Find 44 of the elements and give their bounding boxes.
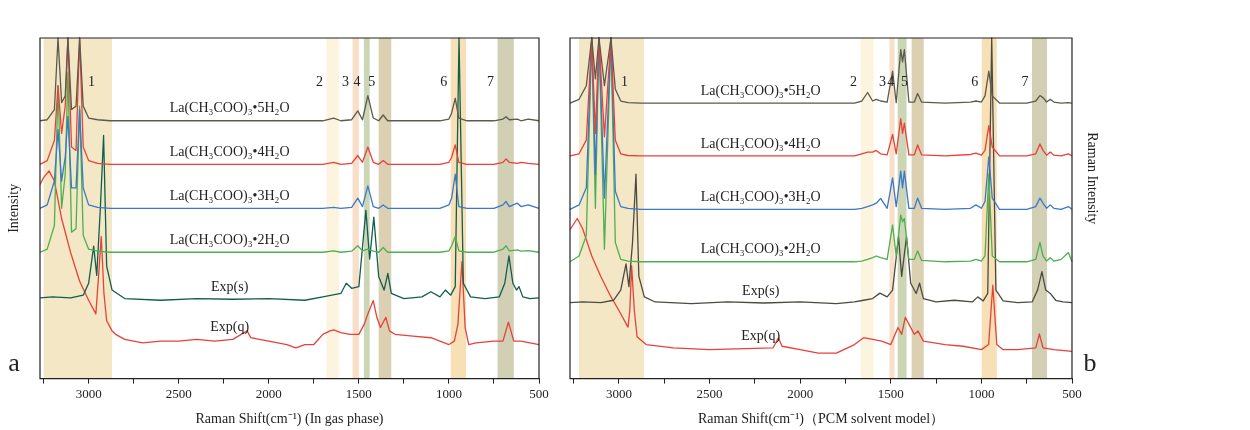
- text: a: [8, 347, 21, 377]
- x-tick-label: 2500: [165, 385, 192, 401]
- series-label: Exp(s): [210, 278, 249, 295]
- x-tick-label: 3000: [605, 385, 632, 401]
- series-label: La(CH₃COO)₃•4H₂O: [169, 144, 290, 161]
- series-label: La(CH₃COO)₃•2H₂O: [700, 241, 821, 258]
- x-tick-label: 2000: [787, 385, 814, 401]
- x-tick-label: 3000: [75, 385, 102, 401]
- x-tick-label: 500: [1062, 385, 1082, 401]
- series-label: La(CH₃COO)₃•3H₂O: [700, 188, 821, 205]
- x-axis-title: Raman Shift(cm⁻¹)（PCM solvent model）: [697, 411, 945, 428]
- series-label: La(CH₃COO)₃•5H₂O: [169, 100, 290, 117]
- band-label: 6: [971, 73, 979, 89]
- y-axis-title: Intensity: [5, 183, 21, 233]
- y2-axis-title: Raman Intensity: [1085, 132, 1101, 225]
- band-label: 3: [342, 73, 350, 89]
- x-tick-label: 500: [529, 385, 549, 401]
- band-label: 3: [879, 73, 886, 89]
- band-label: 6: [440, 73, 448, 89]
- band-label: 7: [487, 73, 495, 89]
- text: b: [1083, 347, 1097, 377]
- x-tick-label: 1500: [345, 385, 372, 401]
- series-label: La(CH₃COO)₃•3H₂O: [169, 187, 290, 204]
- series-label: La(CH₃COO)₃•4H₂O: [700, 135, 821, 152]
- band-label: 4: [887, 73, 895, 89]
- series-label: La(CH₃COO)₃•5H₂O: [700, 82, 821, 99]
- x-axis-title: Raman Shift(cm⁻¹) (In gas phase): [195, 411, 384, 428]
- x-tick-label: 2500: [696, 385, 723, 401]
- band-label: 1: [88, 73, 96, 89]
- band-label: 2: [850, 73, 858, 89]
- band-label: 5: [901, 73, 909, 89]
- series-label: Exp(s): [742, 282, 780, 299]
- series-label: Exp(q): [741, 327, 781, 344]
- band-label: 1: [620, 73, 628, 89]
- band-label: 4: [353, 73, 361, 89]
- band-label: 7: [1021, 73, 1029, 89]
- x-tick-label: 1000: [968, 385, 995, 401]
- x-tick-label: 1500: [877, 385, 904, 401]
- series-label: La(CH₃COO)₃•2H₂O: [169, 231, 290, 248]
- series-label: Exp(q): [210, 319, 250, 336]
- x-tick-label: 1000: [435, 385, 462, 401]
- band-label: 2: [315, 73, 323, 89]
- x-tick-label: 2000: [255, 385, 282, 401]
- band-label: 5: [368, 73, 376, 89]
